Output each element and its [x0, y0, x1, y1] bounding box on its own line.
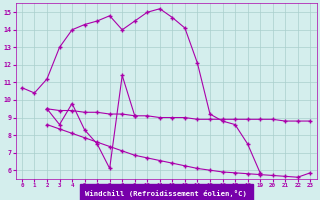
X-axis label: Windchill (Refroidissement éolien,°C): Windchill (Refroidissement éolien,°C) [85, 190, 247, 197]
